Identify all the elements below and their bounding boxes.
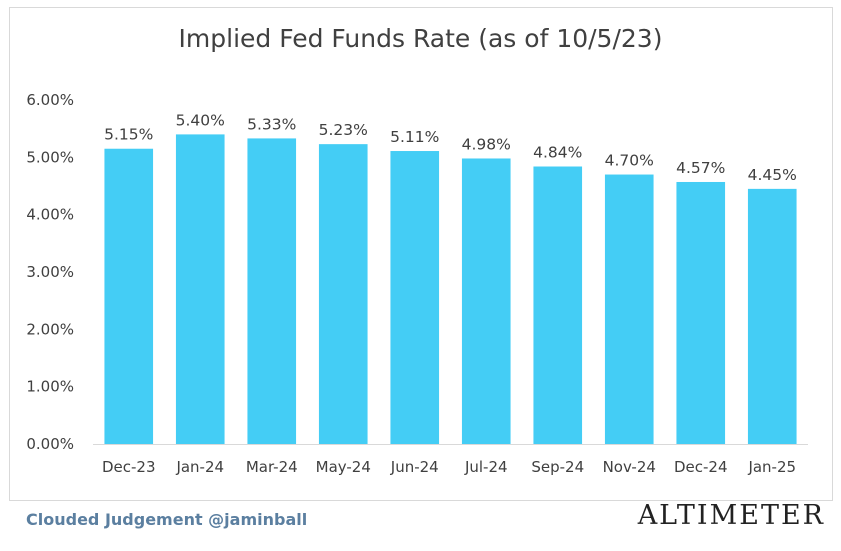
data-label: 4.45% bbox=[748, 166, 797, 184]
source-credit: Clouded Judgement @jaminball bbox=[26, 510, 308, 529]
data-label: 4.84% bbox=[533, 144, 582, 162]
bar bbox=[676, 181, 726, 444]
data-label: 4.70% bbox=[605, 152, 654, 170]
x-tick-label: Dec-23 bbox=[102, 458, 156, 476]
y-tick-label: 2.00% bbox=[26, 320, 74, 338]
x-tick-label: Nov-24 bbox=[603, 458, 656, 476]
bar bbox=[104, 148, 154, 444]
y-tick-label: 1.00% bbox=[26, 378, 74, 396]
data-label: 5.23% bbox=[319, 121, 368, 139]
x-tick-label: Mar-24 bbox=[246, 458, 298, 476]
y-tick-label: 6.00% bbox=[26, 91, 74, 109]
bar bbox=[604, 174, 654, 445]
y-tick-label: 5.00% bbox=[26, 148, 74, 166]
y-tick-label: 3.00% bbox=[26, 263, 74, 281]
x-tick-label: Sep-24 bbox=[531, 458, 584, 476]
x-tick-label: Jan-24 bbox=[175, 458, 224, 476]
bar bbox=[390, 151, 440, 444]
y-tick-label: 4.00% bbox=[26, 206, 74, 224]
bar bbox=[318, 144, 368, 444]
x-tick-label: Jul-24 bbox=[464, 458, 508, 476]
chart-title: Implied Fed Funds Rate (as of 10/5/23) bbox=[178, 24, 663, 53]
data-label: 5.15% bbox=[104, 126, 153, 144]
x-tick-label: Dec-24 bbox=[674, 458, 728, 476]
data-label: 5.40% bbox=[176, 111, 225, 129]
data-label: 4.98% bbox=[462, 135, 511, 153]
x-tick-label: Jun-24 bbox=[390, 458, 439, 476]
bar bbox=[533, 166, 583, 445]
data-label: 5.33% bbox=[247, 115, 296, 133]
bar bbox=[747, 188, 797, 444]
brand-logo: ALTIMETER bbox=[637, 500, 825, 531]
x-tick-label: May-24 bbox=[316, 458, 371, 476]
y-tick-label: 0.00% bbox=[26, 435, 74, 453]
bar bbox=[461, 158, 511, 445]
data-label: 5.11% bbox=[390, 128, 439, 146]
bar bbox=[247, 138, 297, 444]
bar bbox=[175, 134, 225, 444]
data-label: 4.57% bbox=[676, 159, 725, 177]
x-tick-label: Jan-25 bbox=[747, 458, 796, 476]
